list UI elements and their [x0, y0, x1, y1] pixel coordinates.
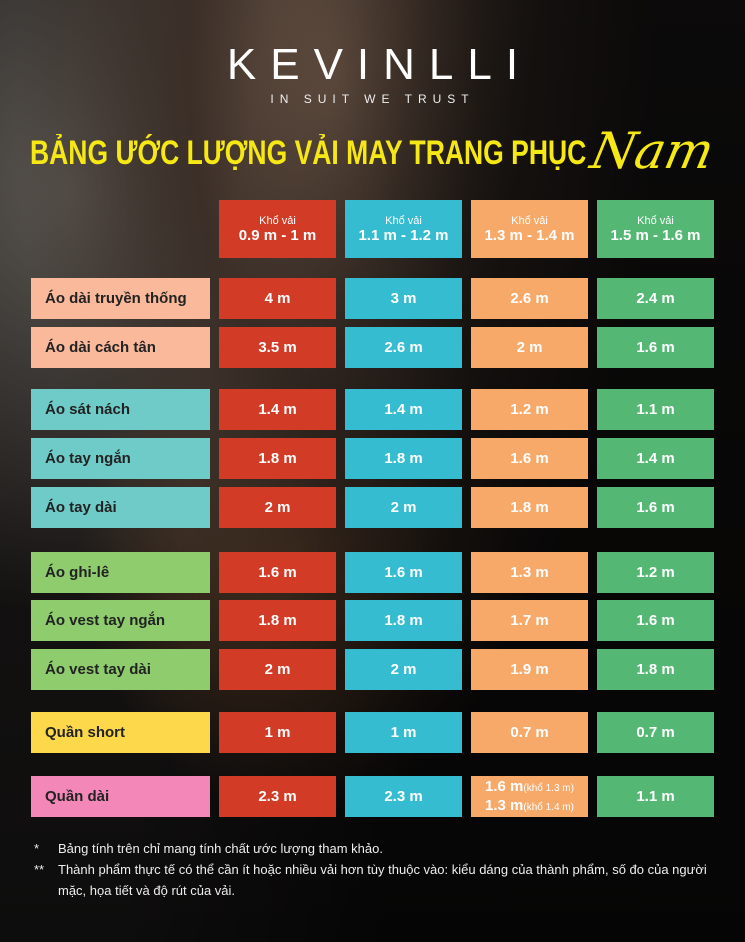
- table-cell: 1 m: [219, 712, 336, 753]
- row-label: Áo vest tay dài: [31, 649, 210, 690]
- table-cell: 1.8 m: [597, 649, 714, 690]
- table-cell: 1.2 m: [471, 389, 588, 430]
- table-cell: 0.7 m: [471, 712, 588, 753]
- table-cell: 1.6 m(khổ 1.3 m) 1.3 m(khổ 1.4 m): [471, 776, 588, 817]
- column-header-label: Khổ vải: [259, 214, 296, 227]
- column-header-label: Khổ vải: [511, 214, 548, 227]
- column-header-range: 1.1 m - 1.2 m: [358, 226, 449, 244]
- table-cell: 1.9 m: [471, 649, 588, 690]
- table-cell: 1.8 m: [219, 600, 336, 641]
- brand-logo: KEVINLLI: [226, 40, 533, 89]
- table-cell: 1.6 m: [219, 552, 336, 593]
- table-cell: 1.6 m: [597, 327, 714, 368]
- table-cell: 2.3 m: [345, 776, 462, 817]
- table-cell: 1.6 m: [597, 487, 714, 528]
- table-cell: 2 m: [471, 327, 588, 368]
- table-cell: 1.8 m: [345, 600, 462, 641]
- cell-value: 1.6 m: [485, 777, 524, 795]
- table-cell: 2.6 m: [345, 327, 462, 368]
- footnote-text: Thành phẩm thực tế có thể cần ít hoặc nh…: [58, 862, 707, 898]
- cell-line: 1.6 m(khổ 1.3 m): [485, 778, 574, 797]
- brand-tagline: IN SUIT WE TRUST: [270, 92, 475, 106]
- column-header-range: 0.9 m - 1 m: [238, 226, 317, 244]
- table-cell: 1.1 m: [597, 776, 714, 817]
- row-label: Áo vest tay ngắn: [31, 600, 210, 641]
- column-header-range: 1.5 m - 1.6 m: [610, 226, 701, 244]
- table-cell: 4 m: [219, 278, 336, 319]
- footnote: * Bảng tính trên chỉ mang tính chất ước l…: [34, 838, 718, 859]
- table-cell: 3 m: [345, 278, 462, 319]
- table-cell: 1.2 m: [597, 552, 714, 593]
- table-cell: 2.3 m: [219, 776, 336, 817]
- page-title: BẢNG ƯỚC LƯỢNG VẢI MAY TRANG PHỤC: [30, 134, 587, 172]
- footnote: ** Thành phẩm thực tế có thể cần ít hoặc …: [34, 859, 718, 901]
- table-cell: 1.8 m: [471, 487, 588, 528]
- footnote-mark: **: [34, 862, 45, 877]
- row-label: Quần dài: [31, 776, 210, 817]
- row-label: Quần short: [31, 712, 210, 753]
- table-cell: 2 m: [345, 649, 462, 690]
- footnote-text: Bảng tính trên chỉ mang tính chất ước lư…: [58, 841, 383, 856]
- table-cell: 2 m: [219, 487, 336, 528]
- table-cell: 1.6 m: [597, 600, 714, 641]
- table-cell: 2.4 m: [597, 278, 714, 319]
- table-cell: 3.5 m: [219, 327, 336, 368]
- cell-line: 1.3 m(khổ 1.4 m): [485, 797, 574, 816]
- table-cell: 1.6 m: [345, 552, 462, 593]
- footnote-mark: *: [34, 841, 40, 856]
- table-cell: 1.3 m: [471, 552, 588, 593]
- column-header-label: Khổ vải: [385, 214, 422, 227]
- column-header: Khổ vải 0.9 m - 1 m: [219, 200, 336, 258]
- row-label: Áo tay dài: [31, 487, 210, 528]
- table-cell: 1.6 m: [471, 438, 588, 479]
- cell-note: (khổ 1.4 m): [523, 801, 574, 813]
- column-header-range: 1.3 m - 1.4 m: [484, 226, 575, 244]
- row-label: Áo dài truyền thống: [31, 278, 210, 319]
- column-header-label: Khổ vải: [637, 214, 674, 227]
- row-label: Áo sát nách: [31, 389, 210, 430]
- row-label: Áo tay ngắn: [31, 438, 210, 479]
- cell-value: 1.3 m: [485, 796, 524, 814]
- table-cell: 1.7 m: [471, 600, 588, 641]
- row-label: Áo ghi-lê: [31, 552, 210, 593]
- table-cell: 1 m: [345, 712, 462, 753]
- footnotes: * Bảng tính trên chỉ mang tính chất ước l…: [34, 838, 718, 901]
- column-header: Khổ vải 1.5 m - 1.6 m: [597, 200, 714, 258]
- cell-note: (khổ 1.3 m): [523, 782, 574, 794]
- table-cell: 0.7 m: [597, 712, 714, 753]
- table-cell: 1.1 m: [597, 389, 714, 430]
- column-header: Khổ vải 1.1 m - 1.2 m: [345, 200, 462, 258]
- column-header: Khổ vải 1.3 m - 1.4 m: [471, 200, 588, 258]
- table-cell: 2 m: [345, 487, 462, 528]
- table-cell: 1.4 m: [219, 389, 336, 430]
- table-cell: 1.4 m: [345, 389, 462, 430]
- page-title-script: Nam: [585, 122, 720, 180]
- row-label: Áo dài cách tân: [31, 327, 210, 368]
- table-cell: 1.4 m: [597, 438, 714, 479]
- table-cell: 2 m: [219, 649, 336, 690]
- table-cell: 2.6 m: [471, 278, 588, 319]
- table-cell: 1.8 m: [345, 438, 462, 479]
- table-cell: 1.8 m: [219, 438, 336, 479]
